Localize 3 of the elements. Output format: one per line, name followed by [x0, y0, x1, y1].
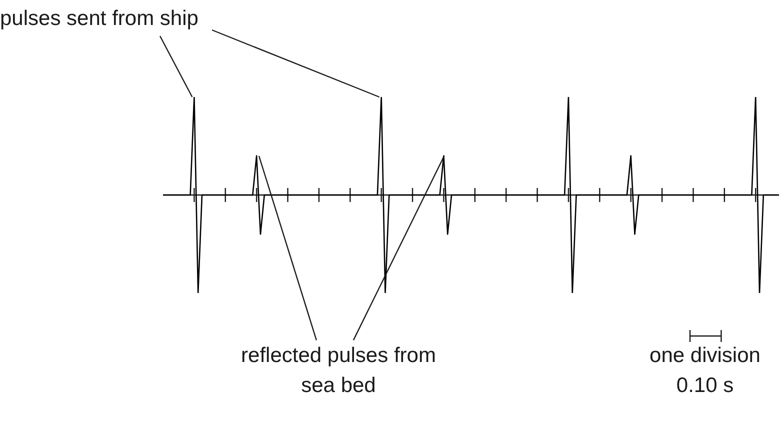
text: one division 0.10 s — [648, 343, 762, 399]
text: reflected pulses from sea bed — [240, 343, 437, 399]
text: pulses sent from ship — [0, 6, 200, 32]
